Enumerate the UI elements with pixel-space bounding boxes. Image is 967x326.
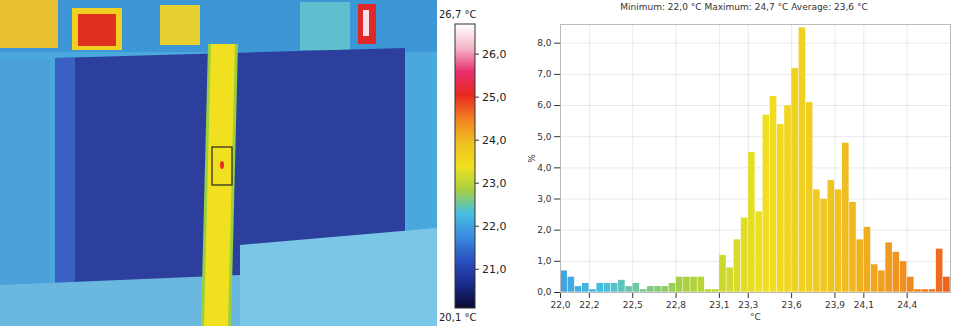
html-text:Minimum: 22,0 °C Maximum: 24,7: Minimum: 22,0 °C Maximum: 24,7 °C Averag… — [620, 2, 868, 12]
svg-text:%: % — [527, 154, 537, 163]
svg-text:24,4: 24,4 — [897, 300, 917, 310]
svg-text:1,0: 1,0 — [537, 256, 552, 266]
svg-text:26,0: 26,0 — [482, 48, 507, 61]
svg-text:7,0: 7,0 — [537, 69, 552, 79]
svg-text:25,0: 25,0 — [482, 91, 507, 104]
svg-text:23,9: 23,9 — [825, 300, 845, 310]
svg-text:23,3: 23,3 — [738, 300, 758, 310]
svg-text:0,0: 0,0 — [537, 287, 552, 297]
svg-text:°C: °C — [750, 312, 761, 322]
svg-text:4,0: 4,0 — [537, 163, 552, 173]
svg-text:22,0: 22,0 — [482, 220, 507, 233]
svg-text:21,0: 21,0 — [482, 263, 507, 276]
svg-text:24,1: 24,1 — [854, 300, 874, 310]
svg-text:23,6: 23,6 — [782, 300, 802, 310]
svg-text:6,0: 6,0 — [537, 100, 552, 110]
svg-text:26,7 °C: 26,7 °C — [439, 9, 476, 20]
svg-text:22,5: 22,5 — [623, 300, 643, 310]
svg-text:24,0: 24,0 — [482, 134, 507, 147]
svg-text:8,0: 8,0 — [537, 38, 552, 48]
svg-text:22,2: 22,2 — [579, 300, 599, 310]
svg-text:23,1: 23,1 — [709, 300, 729, 310]
svg-text:22,0: 22,0 — [550, 300, 570, 310]
svg-text:3,0: 3,0 — [537, 194, 552, 204]
svg-text:2,0: 2,0 — [537, 225, 552, 235]
svg-text:22,8: 22,8 — [666, 300, 686, 310]
svg-text:23,0: 23,0 — [482, 177, 507, 190]
svg-text:5,0: 5,0 — [537, 132, 552, 142]
svg-text:20,1 °C: 20,1 °C — [439, 312, 476, 323]
